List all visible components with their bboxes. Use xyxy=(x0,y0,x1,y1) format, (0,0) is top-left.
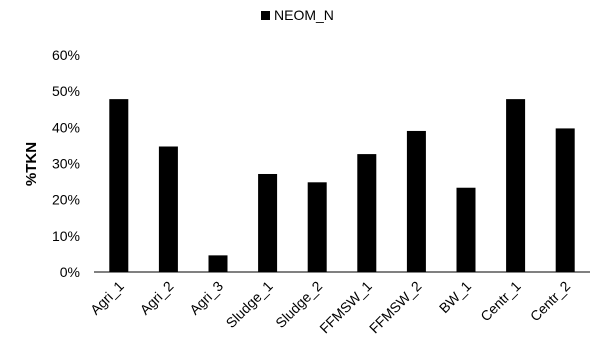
y-tick-label: 0% xyxy=(60,264,80,280)
x-tick-label: Agri_2 xyxy=(137,278,177,318)
x-tick-label: FFMSW_2 xyxy=(366,278,425,337)
bar xyxy=(307,182,327,272)
bar xyxy=(357,154,377,272)
x-tick-label: Sludge_1 xyxy=(223,278,276,331)
legend-swatch xyxy=(261,11,270,20)
y-tick-label: 60% xyxy=(52,47,80,63)
x-tick-label: BW_1 xyxy=(436,278,474,316)
bar xyxy=(555,128,575,272)
bar xyxy=(506,99,526,272)
legend-label: NEOM_N xyxy=(274,7,334,23)
bar xyxy=(456,187,476,272)
y-tick-label: 40% xyxy=(52,119,80,135)
x-tick-label: FFMSW_1 xyxy=(316,278,375,337)
bar xyxy=(406,130,426,272)
x-tick-label: Agri_3 xyxy=(186,278,226,318)
y-tick-label: 50% xyxy=(52,83,80,99)
bars xyxy=(109,99,575,272)
y-tick-label: 30% xyxy=(52,156,80,172)
x-tick-label: Centr_1 xyxy=(477,278,524,325)
bar xyxy=(208,255,228,272)
x-axis: Agri_1 Agri_2 Agri_3Sludge_1Sludge_2FFMSW_… xyxy=(87,278,573,337)
y-axis: 0% 10% 20% 30% 40% 50% 60% xyxy=(52,47,80,280)
bar xyxy=(109,99,129,272)
x-tick-label: Agri_1 xyxy=(87,278,127,318)
y-axis-title: %TKN xyxy=(23,142,40,186)
y-tick-label: 10% xyxy=(52,228,80,244)
y-tick-label: 20% xyxy=(52,192,80,208)
bar xyxy=(158,146,178,272)
legend: NEOM_N xyxy=(261,7,334,23)
bar xyxy=(258,173,278,272)
x-tick-label: Centr_2 xyxy=(527,278,574,325)
